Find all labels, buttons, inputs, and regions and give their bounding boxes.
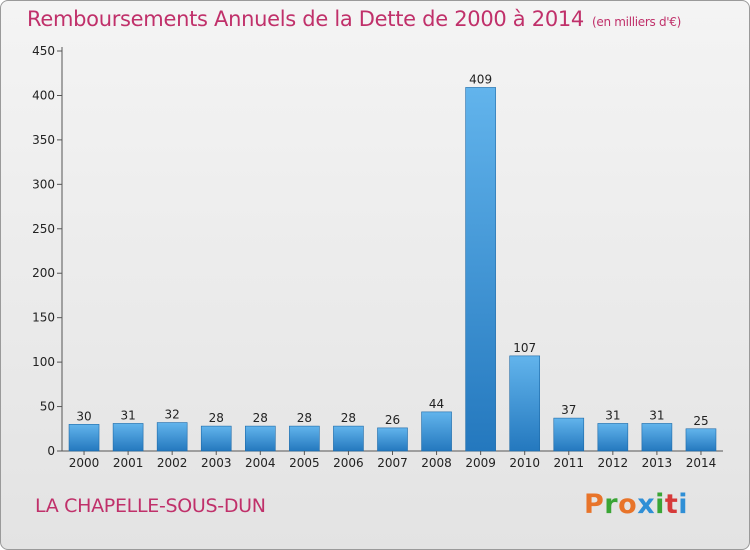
chart-title: Remboursements Annuels de la Dette de 20… <box>27 7 681 31</box>
x-tick-label: 2013 <box>642 456 673 470</box>
bar-value-label: 28 <box>341 411 356 425</box>
y-tick-label: 50 <box>40 400 55 414</box>
x-tick-label: 2008 <box>421 456 452 470</box>
bar <box>465 87 496 452</box>
bar <box>333 425 364 452</box>
bar <box>200 425 232 452</box>
logo-letter: o <box>618 489 638 520</box>
bar-value-label: 107 <box>513 341 536 355</box>
bar-value-label: 37 <box>561 403 576 417</box>
y-tick-label: 250 <box>32 222 55 236</box>
x-tick-label: 2003 <box>201 456 232 470</box>
x-tick-label: 2000 <box>69 456 100 470</box>
commune-name: LA CHAPELLE-SOUS-DUN <box>35 495 266 517</box>
bar-value-label: 32 <box>165 408 180 422</box>
bar <box>421 411 452 452</box>
x-tick-label: 2009 <box>465 456 496 470</box>
bar-value-label: 26 <box>385 413 400 427</box>
bar <box>509 355 541 452</box>
bar <box>289 425 320 452</box>
logo-letter: i <box>655 489 665 520</box>
y-tick-label: 350 <box>32 133 55 147</box>
x-tick-label: 2014 <box>686 456 717 470</box>
bar-value-label: 30 <box>76 409 91 423</box>
bar <box>553 417 585 452</box>
bar <box>597 423 629 452</box>
x-tick-label: 2010 <box>509 456 540 470</box>
bar-value-label: 31 <box>649 408 664 422</box>
y-tick-label: 400 <box>32 88 55 102</box>
y-tick-label: 100 <box>32 355 55 369</box>
logo-letter: i <box>678 489 689 520</box>
bar <box>245 425 276 452</box>
bar-value-label: 44 <box>429 397 444 411</box>
bar <box>68 424 100 452</box>
y-tick-label: 300 <box>32 177 55 191</box>
bar-value-label: 31 <box>605 408 620 422</box>
bar-value-label: 409 <box>469 72 492 86</box>
y-tick-label: 450 <box>32 44 55 58</box>
x-tick-label: 2007 <box>377 456 408 470</box>
x-tick-label: 2002 <box>157 456 188 470</box>
logo-letter: P <box>584 489 605 520</box>
bar-value-label: 28 <box>209 411 224 425</box>
y-tick-label: 0 <box>47 444 55 458</box>
logo-letter: x <box>637 489 656 520</box>
logo-letter: r <box>604 489 619 520</box>
x-tick-label: 2004 <box>245 456 276 470</box>
proxiti-logo: Proxiti <box>584 489 688 520</box>
x-tick-label: 2001 <box>113 456 144 470</box>
x-tick-label: 2006 <box>333 456 364 470</box>
bar-value-label: 25 <box>693 414 708 428</box>
bar <box>641 423 673 452</box>
chart-unit: (en milliers d'€) <box>592 15 682 29</box>
y-tick-label: 150 <box>32 311 55 325</box>
y-tick-label: 200 <box>32 266 55 280</box>
bar-value-label: 31 <box>120 408 135 422</box>
chart-title-text: Remboursements Annuels de la Dette de 20… <box>27 7 584 31</box>
x-tick-label: 2011 <box>553 456 584 470</box>
x-tick-label: 2005 <box>289 456 320 470</box>
bar <box>112 423 144 452</box>
logo-letter: t <box>664 489 679 520</box>
bar-value-label: 28 <box>253 411 268 425</box>
bar <box>156 422 188 452</box>
bar <box>685 428 717 452</box>
bar <box>377 427 408 452</box>
x-tick-label: 2012 <box>598 456 629 470</box>
bar-value-label: 28 <box>297 411 312 425</box>
